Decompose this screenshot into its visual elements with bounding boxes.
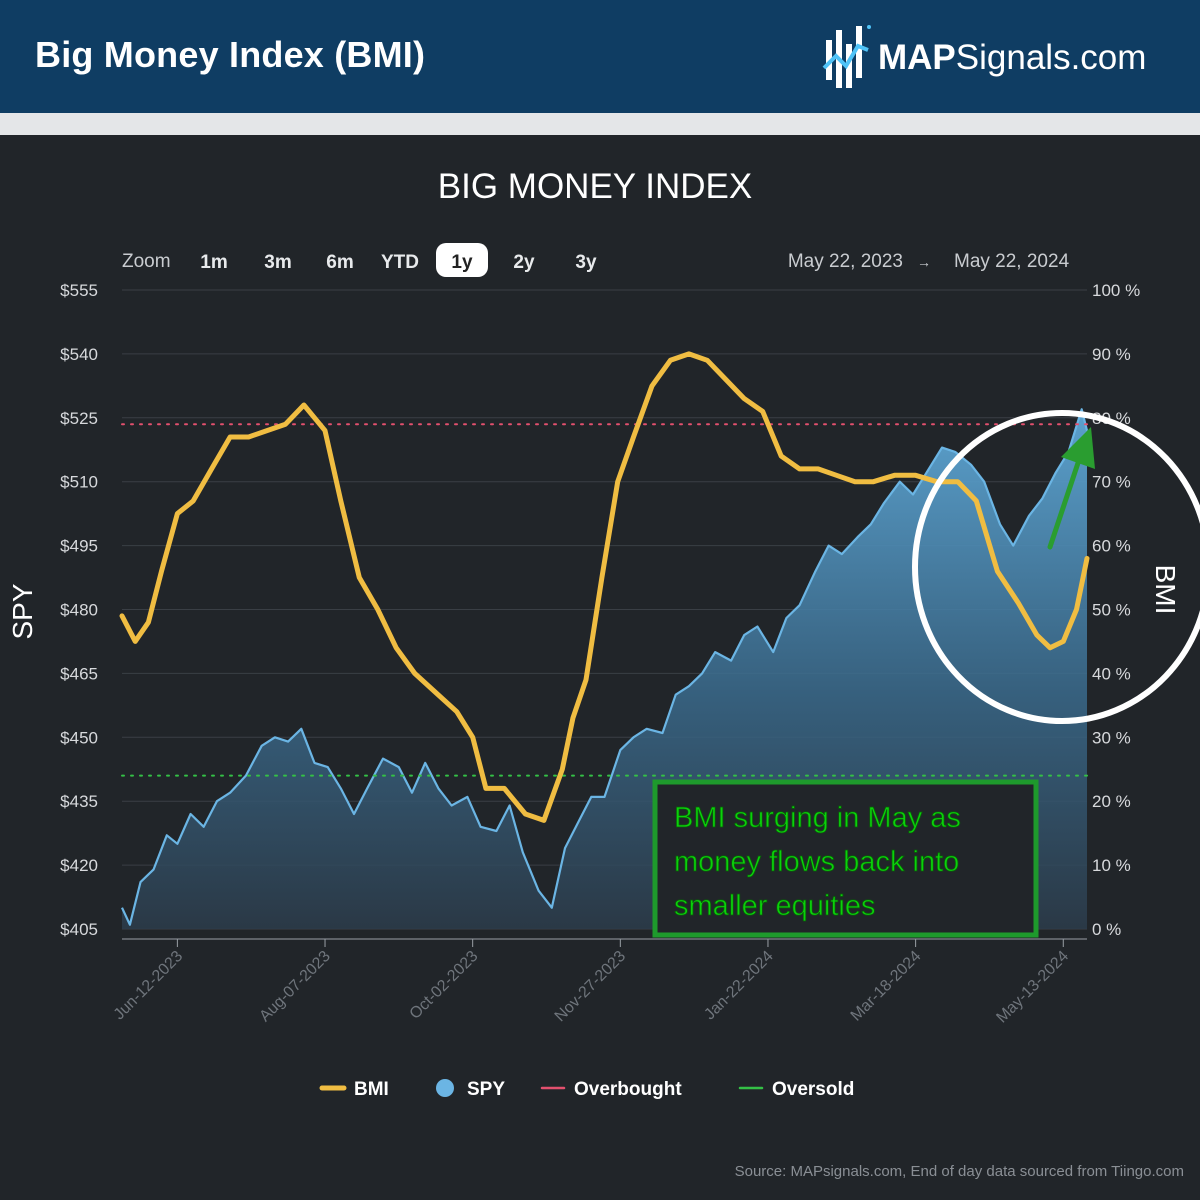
- x-tick-label: Oct-02-2023: [407, 948, 482, 1023]
- legend-label: BMI: [354, 1079, 389, 1100]
- y-right-tick-label: 20 %: [1092, 792, 1131, 811]
- y-right-tick-label: 30 %: [1092, 728, 1131, 747]
- legend-item-overbought[interactable]: Overbought: [540, 1079, 682, 1100]
- legend-swatch: [436, 1079, 454, 1097]
- zoom-button-label: 3y: [575, 252, 597, 273]
- x-tick-label: May-13-2024: [993, 948, 1072, 1027]
- zoom-label: Zoom: [122, 251, 171, 272]
- legend-label: SPY: [467, 1079, 505, 1100]
- y-left-tick-label: $450: [60, 728, 98, 747]
- zoom-button-label: 6m: [326, 252, 353, 273]
- zoom-button-3m[interactable]: 3m: [264, 252, 291, 273]
- page-title: Big Money Index (BMI): [35, 34, 426, 75]
- legend-label: Overbought: [574, 1079, 682, 1100]
- annotation-text-line: smaller equities: [674, 890, 875, 922]
- green-arrow-head-icon: [1061, 427, 1095, 469]
- spy-line: [121, 408, 1089, 926]
- bmi-line: [119, 351, 1090, 823]
- y-left-tick-label: $510: [60, 473, 98, 492]
- y-right-tick-label: 40 %: [1092, 664, 1131, 683]
- zoom-button-label: 1y: [451, 252, 473, 273]
- y-right-tick-label: 0 %: [1092, 920, 1121, 939]
- y-right-tick-label: 70 %: [1092, 473, 1131, 492]
- legend-item-oversold[interactable]: Oversold: [738, 1079, 854, 1100]
- y-right-tick-label: 10 %: [1092, 856, 1131, 875]
- range-arrow-icon: →: [917, 254, 931, 270]
- y-right-tick-label: 100 %: [1092, 281, 1140, 300]
- green-arrow-shaft: [1047, 454, 1083, 550]
- bar-chart-logo-icon: [822, 25, 871, 88]
- y-left-tick-label: $525: [60, 409, 98, 428]
- annotation-text-line: BMI surging in May as: [674, 802, 961, 834]
- x-tick-label: Mar-18-2024: [848, 948, 925, 1025]
- y-left-tick-label: $495: [60, 537, 98, 556]
- chart-title: BIG MONEY INDEX: [438, 167, 752, 206]
- y-left-axis-label: SPY: [7, 583, 38, 639]
- zoom-button-label: YTD: [381, 252, 419, 273]
- highlight-circle: [912, 410, 1200, 724]
- x-tick-label: Nov-27-2023: [552, 948, 630, 1026]
- y-left-tick-label: $405: [60, 920, 98, 939]
- y-right-axis-label: BMI: [1150, 565, 1181, 615]
- chart-panel: BIG MONEY INDEX Zoom 1m 3m 6m YTD 1y 2y 3y May 22…: [0, 135, 1200, 1200]
- legend-label: Oversold: [772, 1079, 854, 1100]
- range-to-date[interactable]: May 22, 2024: [954, 251, 1070, 272]
- bmi-spy-chart: BIG MONEY INDEX Zoom 1m 3m 6m YTD 1y 2y 3y May 22…: [7, 167, 1200, 1100]
- x-tick-label: Jun-12-2023: [111, 948, 187, 1024]
- zoom-button-label: 3m: [264, 252, 291, 273]
- range-from-date[interactable]: May 22, 2023: [788, 251, 903, 272]
- header-divider: [0, 113, 1200, 135]
- legend-item-spy[interactable]: SPY: [436, 1079, 505, 1100]
- y-left-tick-label: $480: [60, 601, 98, 620]
- zoom-button-3y[interactable]: 3y: [575, 252, 597, 273]
- x-tick-label: Jan-22-2024: [701, 948, 777, 1024]
- y-right-tick-label: 60 %: [1092, 537, 1131, 556]
- zoom-button-6m[interactable]: 6m: [326, 252, 353, 273]
- y-left-tick-label: $540: [60, 345, 98, 364]
- y-left-tick-label: $420: [60, 856, 98, 875]
- zoom-button-1m[interactable]: 1m: [200, 252, 227, 273]
- annotation-box: [652, 779, 1039, 938]
- y-left-tick-label: $465: [60, 664, 98, 683]
- zoom-button-selected-bg: [436, 243, 488, 277]
- zoom-button-2y[interactable]: 2y: [513, 252, 535, 273]
- y-right-tick-label: 50 %: [1092, 601, 1131, 620]
- zoom-button-ytd[interactable]: YTD: [381, 252, 419, 273]
- zoom-button-label: 1m: [200, 252, 227, 273]
- source-note: Source: MAPsignals.com, End of day data …: [734, 1163, 1184, 1180]
- x-tick-label: Aug-07-2023: [256, 948, 334, 1026]
- y-left-tick-label: $435: [60, 792, 98, 811]
- zoom-button-1y[interactable]: 1y: [436, 243, 488, 277]
- mapsignals-logo: MAPSignals.com: [822, 22, 1172, 96]
- y-right-tick-label: 90 %: [1092, 345, 1131, 364]
- zoom-button-label: 2y: [513, 252, 535, 273]
- header-bar: Big Money Index (BMI) MAPSignals.com: [0, 0, 1200, 113]
- legend-item-bmi[interactable]: BMI: [319, 1079, 389, 1100]
- logo-wordmark: MAPSignals.com: [878, 38, 1147, 77]
- y-left-tick-label: $555: [60, 281, 98, 300]
- annotation-text-line: money flows back into: [674, 846, 959, 878]
